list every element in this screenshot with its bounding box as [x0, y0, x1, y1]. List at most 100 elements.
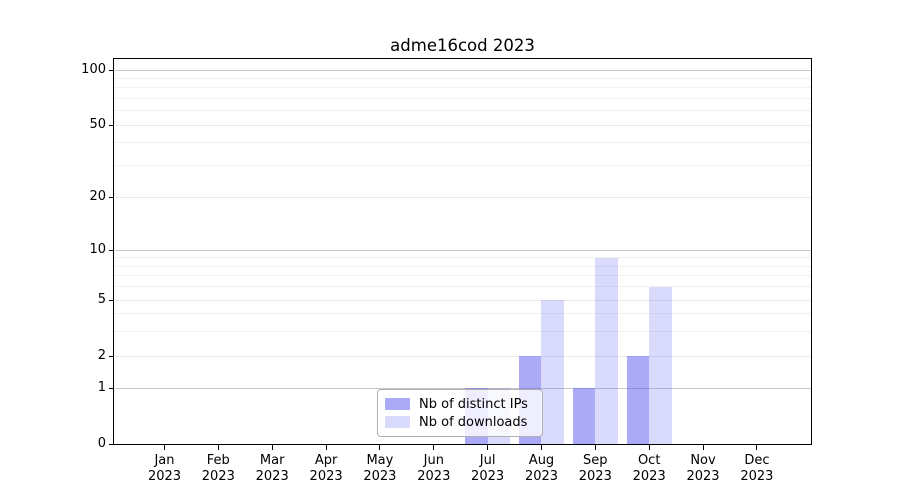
y-tick-mark-100: [109, 69, 114, 71]
x-tick-year: 2023: [524, 468, 559, 484]
minor-gridline-40: [114, 142, 811, 143]
bar-distinct-ips-sep: [572, 388, 596, 444]
minor-gridline-8: [114, 265, 811, 267]
x-tick-year: 2023: [740, 468, 774, 484]
minor-gridline-90: [114, 77, 811, 79]
x-tick-mark-may: [379, 445, 381, 450]
y-tick-mark-20: [109, 196, 114, 198]
y-tick-mark-0: [109, 443, 114, 445]
x-tick-year: 2023: [632, 468, 666, 484]
y-tick-label-10: 10: [89, 242, 106, 257]
x-tick-month: Nov: [690, 453, 716, 468]
x-tick-month: Dec: [744, 453, 770, 468]
x-tick-mark-nov: [702, 445, 704, 450]
legend: Nb of distinct IPs Nb of downloads: [377, 389, 543, 437]
x-tick-month: Oct: [637, 453, 661, 468]
x-tick-mark-feb: [217, 445, 219, 450]
legend-entry-downloads: Nb of downloads: [385, 415, 542, 430]
x-tick-label-nov: Nov 2023: [671, 453, 735, 484]
y-tick-label-2: 2: [97, 348, 106, 363]
minor-gridline-4: [114, 313, 811, 315]
x-tick-label-dec: Dec 2023: [725, 453, 789, 484]
minor-gridline-60: [114, 110, 811, 111]
x-tick-mark-oct: [648, 445, 650, 450]
x-tick-month: Feb: [206, 453, 230, 468]
plot-area: [113, 58, 812, 445]
bar-distinct-ips-oct: [626, 356, 650, 444]
x-tick-year: 2023: [686, 468, 720, 484]
y-tick-label-1: 1: [97, 380, 106, 395]
x-tick-label-jul: Jul 2023: [456, 453, 520, 484]
minor-gridline-30: [114, 164, 811, 166]
x-tick-label-aug: Aug 2023: [510, 453, 574, 484]
x-tick-month: Apr: [314, 453, 338, 468]
x-tick-mark-jan: [164, 445, 165, 450]
y-tick-label-20: 20: [89, 189, 106, 204]
chart-title: adme16cod 2023: [390, 36, 535, 55]
minor-gridline-80: [114, 87, 811, 89]
major-gridline-20: [114, 196, 811, 198]
x-tick-year: 2023: [201, 468, 235, 484]
x-tick-year: 2023: [471, 468, 505, 484]
x-tick-label-oct: Oct 2023: [617, 453, 681, 484]
y-tick-label-50: 50: [89, 117, 106, 132]
major-gridline-100: [114, 69, 811, 71]
major-gridline-10: [114, 249, 811, 251]
x-tick-mark-mar: [271, 445, 273, 450]
x-tick-label-feb: Feb 2023: [186, 453, 250, 484]
bar-downloads-oct: [649, 286, 672, 444]
x-tick-label-sep: Sep 2023: [563, 453, 627, 484]
x-tick-mark-aug: [541, 445, 542, 450]
y-tick-label-5: 5: [97, 292, 106, 307]
bars-layer: [114, 59, 811, 444]
x-tick-month: Jul: [479, 453, 496, 468]
legend-entry-distinct-ips: Nb of distinct IPs: [385, 397, 542, 412]
minor-gridline-70: [114, 97, 811, 99]
x-tick-mark-sep: [594, 445, 596, 450]
x-tick-label-jan: Jan 2023: [133, 453, 197, 484]
x-tick-month: Sep: [583, 453, 608, 468]
x-tick-month: Jun: [423, 453, 444, 468]
x-tick-label-may: May 2023: [348, 453, 412, 484]
x-tick-mark-jul: [487, 445, 489, 450]
x-tick-label-apr: Apr 2023: [294, 453, 358, 484]
y-tick-label-0: 0: [97, 436, 106, 451]
x-tick-label-mar: Mar 2023: [240, 453, 304, 484]
minor-gridline-9: [114, 257, 811, 259]
x-tick-year: 2023: [363, 468, 397, 484]
x-tick-year: 2023: [578, 468, 612, 484]
x-tick-month: Jan: [154, 453, 175, 468]
bar-downloads-sep: [595, 257, 618, 444]
minor-gridline-7: [114, 275, 811, 277]
major-gridline-2: [114, 355, 811, 357]
x-tick-year: 2023: [309, 468, 343, 484]
x-tick-mark-apr: [325, 445, 327, 450]
minor-gridline-6: [114, 286, 811, 288]
x-tick-mark-dec: [756, 445, 758, 450]
gridlines-layer: [114, 59, 811, 444]
y-tick-mark-5: [109, 299, 114, 301]
x-tick-month: Mar: [259, 453, 285, 468]
x-tick-mark-jun: [433, 445, 435, 450]
major-gridline-50: [114, 124, 811, 126]
y-tick-mark-1: [109, 387, 114, 389]
major-gridline-5: [114, 299, 811, 301]
y-tick-mark-10: [109, 249, 114, 251]
legend-swatch-downloads: [385, 415, 410, 429]
x-tick-year: 2023: [147, 468, 182, 484]
minor-gridline-3: [114, 330, 811, 332]
x-tick-year: 2023: [417, 468, 451, 484]
bar-downloads-aug: [541, 300, 564, 444]
x-tick-year: 2023: [255, 468, 289, 484]
y-tick-mark-50: [109, 124, 114, 126]
legend-label-downloads: Nb of downloads: [419, 414, 528, 430]
x-tick-month: Aug: [528, 453, 555, 468]
legend-label-distinct-ips: Nb of distinct IPs: [419, 396, 528, 412]
y-tick-mark-2: [109, 355, 114, 357]
x-tick-month: May: [366, 453, 394, 468]
major-gridline-1: [114, 387, 811, 389]
x-tick-label-jun: Jun 2023: [402, 453, 466, 484]
y-tick-label-100: 100: [81, 62, 106, 77]
legend-swatch-distinct-ips: [385, 397, 410, 411]
